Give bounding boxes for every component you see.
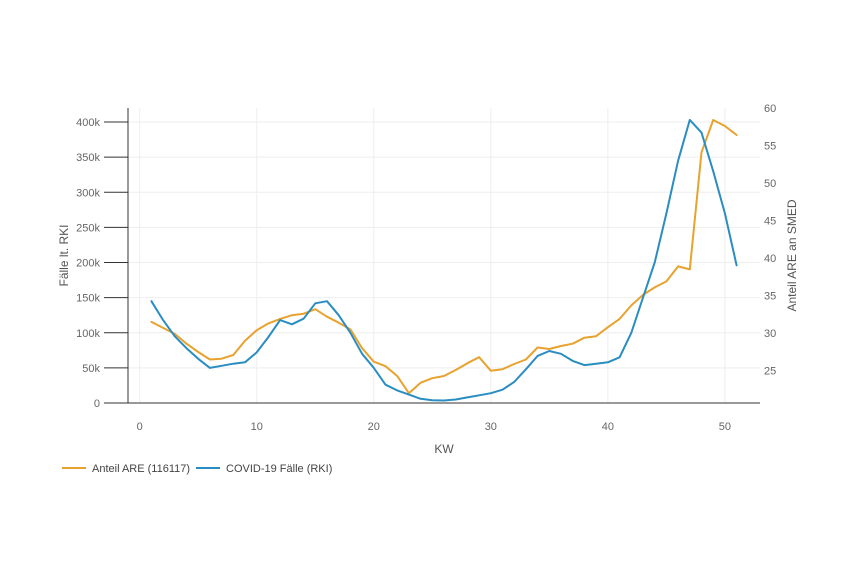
y-right-tick-label: 45 — [764, 216, 776, 228]
y-left-tick-label: 350k — [76, 152, 100, 164]
series-line-anteil-are — [150, 119, 738, 395]
x-tick-label: 20 — [368, 421, 380, 433]
y-right-tick-label: 60 — [764, 103, 776, 115]
legend-label-anteil-are: Anteil ARE (116117) — [92, 463, 190, 475]
y-right-tick-label: 55 — [764, 141, 776, 153]
y-left-tick-label: 100k — [76, 328, 100, 340]
y-right-tick-label: 25 — [764, 366, 776, 378]
series-lines — [150, 118, 738, 402]
y-left-tick-label: 250k — [76, 222, 100, 234]
x-tick-label: 10 — [251, 421, 263, 433]
y-left-tick-label: 200k — [76, 258, 100, 270]
y-right-axis-title: Anteil ARE an SMED — [785, 199, 799, 311]
y-left-tick-label: 150k — [76, 293, 100, 305]
y-right-tick-label: 50 — [764, 178, 776, 190]
legend-item-anteil-are[interactable]: Anteil ARE (116117) — [62, 463, 190, 475]
x-tick-label: 0 — [137, 421, 143, 433]
gridlines — [128, 108, 760, 404]
x-tick-label: 40 — [602, 421, 614, 433]
series-line-covid-faelle — [150, 118, 738, 402]
legend-label-covid-faelle: COVID-19 Fälle (RKI) — [226, 463, 332, 475]
y-left-tick-label: 50k — [82, 363, 100, 375]
y-right-tick-label: 40 — [764, 253, 776, 265]
x-tick-label: 50 — [719, 421, 731, 433]
y-left-tick-label: 300k — [76, 187, 100, 199]
y-left-tick-label: 400k — [76, 117, 100, 129]
x-tick-label: 30 — [485, 421, 497, 433]
x-axis-title: KW — [434, 442, 454, 456]
y-right-tick-label: 35 — [764, 291, 776, 303]
tick-labels: 0 50k 100k 150k 200k 250k 300k 350k 400k 0 10 20 30 4… — [76, 103, 776, 433]
y-left-axis-title: Fälle lt. RKI — [57, 224, 71, 286]
legend[interactable]: Anteil ARE (116117) COVID-19 Fälle (RKI) — [62, 463, 332, 475]
y-right-tick-label: 30 — [764, 328, 776, 340]
y-left-tick-label: 0 — [94, 398, 100, 410]
legend-item-covid-faelle[interactable]: COVID-19 Fälle (RKI) — [196, 463, 332, 475]
